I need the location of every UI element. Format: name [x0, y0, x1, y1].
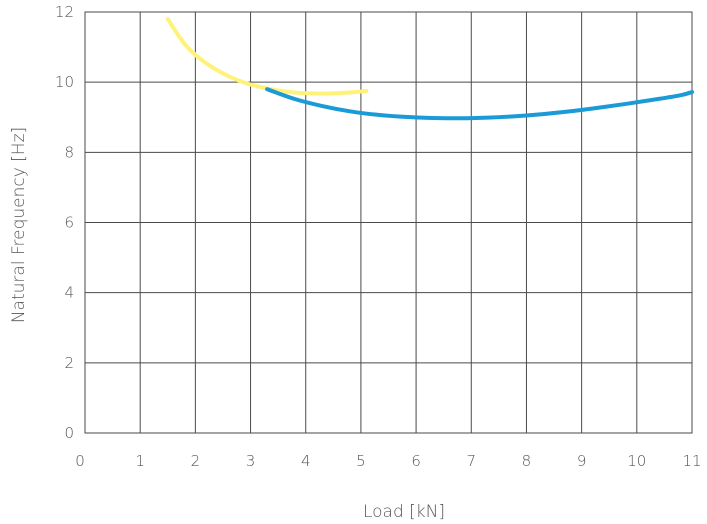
- x-tick-label: 9: [577, 452, 587, 470]
- x-tick-label: 11: [682, 452, 701, 470]
- plot-frame: [84, 11, 693, 434]
- x-tick-label: 8: [522, 452, 532, 470]
- y-tick-label: 0: [64, 424, 74, 442]
- x-tick-label: 1: [135, 452, 145, 470]
- y-tick-label: 8: [64, 143, 74, 161]
- y-tick-label: 4: [64, 284, 74, 302]
- y-axis-label: Natural Frequency [Hz]: [9, 127, 29, 323]
- x-tick-label: 7: [466, 452, 476, 470]
- series-line-2: [265, 87, 694, 121]
- x-tick-label: 6: [411, 452, 421, 470]
- grid: [84, 11, 693, 434]
- x-tick-label: 5: [356, 452, 366, 470]
- y-tick-label: 6: [64, 214, 74, 232]
- x-tick-label: 10: [627, 452, 646, 470]
- x-tick-label: 2: [191, 452, 201, 470]
- x-tick-label: 4: [301, 452, 311, 470]
- series-layer: [165, 17, 694, 121]
- x-axis-label: Load [kN]: [363, 502, 445, 522]
- y-tick-label: 2: [64, 354, 74, 372]
- y-tick-label: 12: [55, 3, 74, 21]
- x-tick-label: 0: [75, 452, 85, 470]
- x-tick-label: 3: [246, 452, 256, 470]
- y-tick-label: 10: [55, 73, 74, 91]
